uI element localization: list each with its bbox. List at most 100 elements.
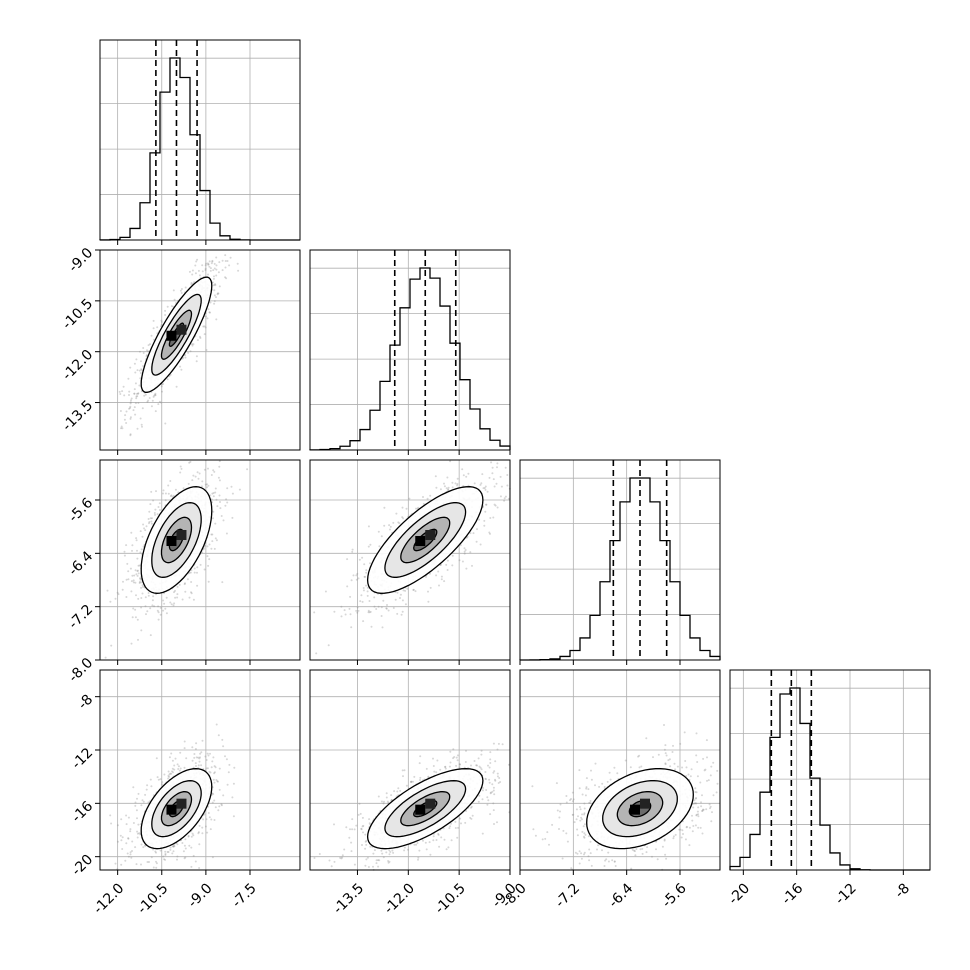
scatter-point bbox=[173, 845, 176, 848]
scatter-point bbox=[159, 613, 162, 616]
scatter-point bbox=[166, 378, 169, 381]
scatter-point bbox=[163, 858, 166, 861]
scatter-point bbox=[137, 392, 140, 395]
scatter-point bbox=[213, 772, 216, 775]
scatter-point bbox=[672, 744, 674, 747]
scatter-point bbox=[190, 282, 193, 284]
scatter-point bbox=[190, 343, 193, 346]
scatter-point bbox=[212, 778, 215, 781]
scatter-point bbox=[231, 492, 234, 495]
scatter-point bbox=[419, 755, 422, 758]
scatter-point bbox=[367, 611, 370, 614]
scatter-point bbox=[201, 832, 204, 835]
scatter-point bbox=[603, 865, 606, 867]
scatter-point bbox=[179, 289, 182, 292]
scatter-point bbox=[152, 848, 155, 851]
scatter-point bbox=[350, 850, 353, 853]
scatter-point bbox=[194, 748, 197, 750]
scatter-point bbox=[193, 281, 196, 284]
scatter-point bbox=[124, 859, 127, 862]
scatter-point bbox=[188, 844, 191, 847]
scatter-point bbox=[198, 760, 201, 763]
scatter-point bbox=[496, 506, 499, 509]
scatter-point bbox=[194, 264, 197, 267]
scatter-point bbox=[581, 793, 584, 796]
scatter-point bbox=[129, 830, 132, 833]
scatter-point bbox=[136, 427, 139, 430]
scatter-point bbox=[459, 544, 462, 547]
scatter-point bbox=[709, 805, 712, 808]
scatter-point bbox=[190, 846, 193, 849]
scatter-point bbox=[159, 509, 161, 511]
scatter-point bbox=[388, 853, 391, 856]
scatter-point bbox=[196, 471, 199, 474]
scatter-point bbox=[170, 494, 173, 497]
scatter-point bbox=[388, 849, 391, 852]
scatter-point bbox=[144, 529, 147, 532]
scatter-point bbox=[581, 818, 583, 821]
scatter-point bbox=[190, 592, 193, 595]
scatter-point bbox=[150, 520, 153, 523]
scatter-point bbox=[156, 326, 159, 329]
scatter-point bbox=[456, 484, 459, 487]
scatter-point bbox=[190, 283, 193, 286]
scatter-point bbox=[148, 397, 151, 399]
scatter-point bbox=[418, 849, 421, 852]
scatter-point bbox=[136, 395, 139, 398]
scatter-point bbox=[604, 859, 607, 862]
scatter-point bbox=[364, 575, 367, 578]
scatter-point bbox=[162, 855, 165, 858]
scatter-point bbox=[202, 548, 205, 551]
scatter-point bbox=[127, 855, 130, 858]
scatter-point bbox=[122, 580, 124, 583]
scatter-point bbox=[446, 569, 449, 571]
scatter-point bbox=[415, 507, 417, 510]
scatter-point bbox=[484, 485, 487, 488]
scatter-point bbox=[174, 589, 176, 592]
scatter-point bbox=[213, 302, 216, 305]
scatter-point bbox=[159, 849, 162, 852]
scatter-point bbox=[440, 836, 443, 839]
scatter-point bbox=[366, 856, 369, 859]
scatter-point bbox=[176, 855, 179, 858]
scatter-point bbox=[184, 582, 186, 585]
scatter-point bbox=[493, 770, 496, 773]
scatter-point bbox=[364, 833, 367, 836]
scatter-point bbox=[488, 531, 491, 534]
scatter-point bbox=[435, 771, 438, 774]
scatter-point bbox=[449, 750, 452, 753]
scatter-point bbox=[401, 599, 404, 602]
scatter-point bbox=[222, 519, 225, 522]
scatter-point bbox=[190, 591, 192, 594]
scatter-point bbox=[422, 839, 424, 842]
scatter-point bbox=[171, 845, 174, 848]
scatter-point bbox=[180, 467, 183, 470]
scatter-point bbox=[318, 853, 321, 855]
scatter-point bbox=[573, 821, 576, 824]
scatter-point bbox=[220, 804, 223, 807]
scatter-point bbox=[313, 857, 316, 859]
scatter-point bbox=[172, 845, 175, 848]
scatter-point bbox=[210, 533, 213, 536]
scatter-point bbox=[475, 540, 478, 543]
scatter-point bbox=[385, 792, 388, 795]
scatter-point bbox=[216, 780, 219, 783]
scatter-point bbox=[700, 805, 703, 808]
scatter-point bbox=[132, 409, 135, 412]
scatter-point bbox=[378, 545, 381, 548]
scatter-point bbox=[417, 506, 420, 509]
scatter-point bbox=[365, 571, 368, 574]
scatter-point bbox=[447, 489, 450, 492]
scatter-point bbox=[496, 466, 498, 469]
scatter-point bbox=[176, 596, 179, 599]
scatter-point bbox=[183, 583, 186, 586]
scatter-point bbox=[125, 814, 128, 817]
scatter-point bbox=[551, 823, 554, 826]
scatter-point bbox=[144, 596, 147, 599]
scatter-point bbox=[224, 504, 227, 507]
scatter-point bbox=[201, 551, 204, 554]
scatter-point bbox=[155, 862, 158, 865]
scatter-point bbox=[213, 799, 216, 802]
scatter-point bbox=[176, 763, 179, 766]
scatter-point bbox=[695, 791, 698, 794]
